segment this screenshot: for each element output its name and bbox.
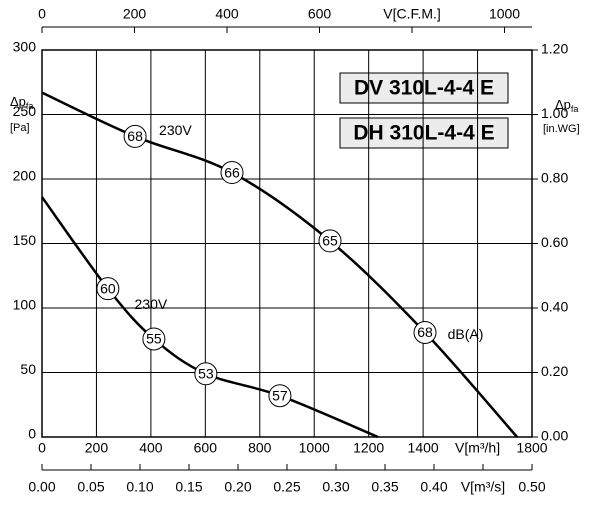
y-axis-label: Δpfa xyxy=(10,94,33,111)
db-marker xyxy=(194,362,218,386)
y-tick-label: 200 xyxy=(13,168,37,184)
bottom-tick-label: 0.40 xyxy=(420,479,447,495)
plot-frame xyxy=(41,49,533,438)
y-tick-label: 50 xyxy=(20,361,36,377)
x-tick-label: 1800 xyxy=(516,440,547,456)
db-label: 65 xyxy=(322,233,338,249)
db-marker xyxy=(318,229,342,253)
annotation: 230V xyxy=(159,122,192,138)
top-tick-label: 1000 xyxy=(489,6,520,22)
db-marker xyxy=(123,124,147,148)
x-tick-label: 400 xyxy=(139,440,163,456)
annotation: 230V xyxy=(135,296,168,312)
bottom-tick-label: 0.20 xyxy=(224,479,251,495)
top-tick-label: 400 xyxy=(215,6,239,22)
title-box xyxy=(339,117,509,149)
db-marker xyxy=(142,327,166,351)
y2-tick-label: 0.80 xyxy=(541,170,568,186)
x-tick-label: 800 xyxy=(248,440,272,456)
db-label: 57 xyxy=(272,387,288,403)
y2-axis-label: Δpfa xyxy=(555,97,578,114)
y-tick-label: 0 xyxy=(28,426,36,442)
annotation: dB(A) xyxy=(448,326,484,342)
title: DH 310L-4-4 E xyxy=(353,122,494,145)
x-tick-label: 200 xyxy=(85,440,109,456)
y-axis-unit: [Pa] xyxy=(10,122,30,134)
top-tick-label: 600 xyxy=(308,6,332,22)
db-label: 68 xyxy=(127,128,143,144)
bottom-tick-label: 0.35 xyxy=(371,479,398,495)
db-label: 53 xyxy=(198,365,214,381)
db-marker xyxy=(413,321,437,345)
bottom-tick-label: 0.25 xyxy=(273,479,300,495)
x-tick-label: 0 xyxy=(38,440,46,456)
top-tick-label: 0 xyxy=(38,6,46,22)
db-label: 55 xyxy=(146,331,162,347)
db-marker xyxy=(96,277,120,301)
bottom-tick-label: 0.10 xyxy=(126,479,153,495)
x-tick-label: 1200 xyxy=(353,440,384,456)
db-label: 60 xyxy=(100,280,116,296)
bottom-tick-label: V[m³/s] xyxy=(461,479,505,495)
bottom-tick-label: 0.50 xyxy=(518,479,545,495)
bottom-tick-label: 0.30 xyxy=(322,479,349,495)
top-tick-label: 200 xyxy=(123,6,147,22)
title: DV 310L-4-4 E xyxy=(354,77,494,100)
y2-tick-label: 0.40 xyxy=(541,299,568,315)
db-label: 66 xyxy=(224,164,240,180)
x-tick-label: 600 xyxy=(194,440,218,456)
x-tick-label: 1400 xyxy=(408,440,439,456)
y-tick-label: 100 xyxy=(13,297,37,313)
y-tick-label: 150 xyxy=(13,232,37,248)
curve xyxy=(40,196,379,439)
bottom-tick-label: 0.00 xyxy=(28,479,55,495)
db-label: 68 xyxy=(417,324,433,340)
title-box xyxy=(339,72,509,104)
db-marker xyxy=(220,161,244,185)
y2-tick-label: 1.00 xyxy=(541,105,568,121)
y-tick-label: 300 xyxy=(13,39,37,55)
bottom-tick-label: 0.15 xyxy=(175,479,202,495)
y2-tick-label: 0.60 xyxy=(541,234,568,250)
top-tick-label: V[C.F.M.] xyxy=(383,6,441,22)
y2-tick-label: 0.00 xyxy=(541,428,568,444)
x-tick-label: V[m³/h] xyxy=(455,440,500,456)
y2-axis-unit: [in.WG] xyxy=(543,123,580,135)
y-tick-label: 250 xyxy=(13,103,37,119)
db-marker xyxy=(268,384,292,408)
x-tick-label: 1000 xyxy=(299,440,330,456)
y2-tick-label: 1.20 xyxy=(541,41,568,57)
bottom-tick-label: 0.05 xyxy=(77,479,104,495)
y2-tick-label: 0.20 xyxy=(541,363,568,379)
